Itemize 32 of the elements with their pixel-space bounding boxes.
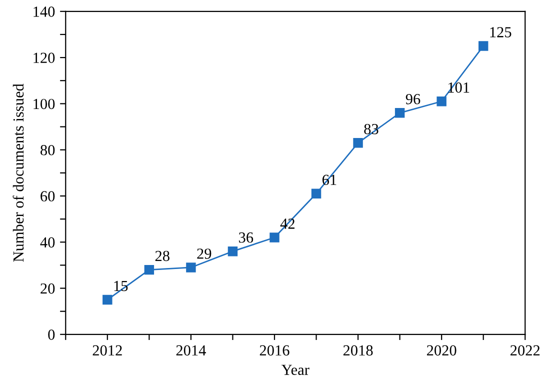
y-tick-label: 120 bbox=[34, 52, 55, 63]
point bbox=[394, 108, 405, 118]
y-tick-label: 20 bbox=[40, 283, 55, 294]
point bbox=[311, 188, 322, 199]
point bbox=[353, 138, 363, 148]
data-label: 36 bbox=[239, 232, 254, 243]
point bbox=[102, 294, 112, 305]
y-tick-label: 40 bbox=[40, 237, 55, 248]
data-label: 28 bbox=[155, 250, 170, 262]
x-tick-label: 2016 bbox=[260, 345, 290, 356]
data-label: 125 bbox=[490, 27, 512, 38]
y-tick-label: 0 bbox=[48, 330, 55, 340]
point bbox=[144, 264, 154, 275]
x-axis-title: Year bbox=[281, 364, 310, 375]
y-axis-title: Number of documents issued bbox=[12, 84, 24, 262]
data-label: 15 bbox=[114, 280, 128, 292]
x-tick-label: 2022 bbox=[510, 345, 540, 356]
x-tick-label: 2012 bbox=[92, 345, 122, 356]
data-label: 29 bbox=[197, 248, 212, 259]
data-label: 96 bbox=[406, 94, 420, 104]
point bbox=[478, 41, 488, 51]
x-tick-label: 2018 bbox=[343, 345, 373, 356]
y-tick-label: 60 bbox=[40, 191, 55, 202]
x-tick-label: 2020 bbox=[426, 345, 456, 356]
y-tick-label: 80 bbox=[40, 144, 55, 156]
y-tick-label: 140 bbox=[34, 6, 55, 17]
point bbox=[186, 262, 196, 272]
point bbox=[228, 246, 238, 256]
point bbox=[270, 232, 280, 242]
y-tick-label: 100 bbox=[34, 98, 55, 110]
point bbox=[436, 96, 446, 106]
x-tick-label: 2014 bbox=[176, 345, 206, 356]
